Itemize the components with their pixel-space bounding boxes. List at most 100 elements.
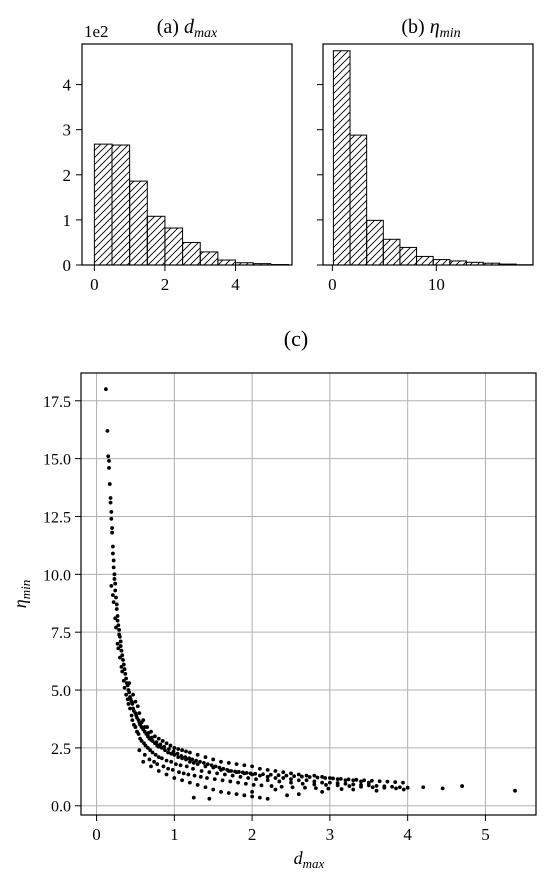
scatter-point-136 [153,752,158,757]
scatter-point-134 [148,748,153,753]
panel-b-frame [322,43,534,266]
scatter-point-3 [107,459,111,463]
scatter-point-73 [187,759,192,764]
scatter-point-35 [122,667,127,672]
scatter-point-266 [179,754,184,758]
scatter-point-273 [205,762,210,766]
scatter-point-202 [359,779,363,784]
scatter-point-145 [199,769,204,773]
scatter-point-253 [351,787,356,792]
scatter-point-75 [195,762,200,766]
scatter-point-154 [277,779,282,784]
x-tick-label-a: 0 [90,275,99,294]
scatter-point-189 [257,766,262,771]
scatter-point-185 [226,761,231,765]
scatter-point-132 [143,743,148,748]
scatter-point-212 [203,785,208,790]
panel-a-bars [93,143,289,266]
scatter-point-258 [146,730,151,735]
scatter-point-165 [127,681,132,685]
scatter-point-112 [115,641,120,646]
scatter-point-213 [211,787,216,792]
histogram-bar-b-6 [432,259,451,266]
scatter-point-287 [268,772,273,777]
scatter-point-167 [135,704,140,709]
scatter-point-231 [166,766,171,771]
scatter-point-219 [257,795,262,800]
histogram-bar-a-5 [182,241,201,266]
scatter-point-293 [315,775,320,780]
panel-a-title: (a) dmax [157,16,218,41]
x-tick-label-c: 4 [403,825,412,844]
y-tick-label-a: 4 [63,76,72,95]
x-tick-label-c: 1 [170,825,179,844]
scatter-point-103 [421,785,426,790]
scatter-point-239 [212,777,217,782]
scatter-point-247 [279,784,284,789]
scatter-point-16 [112,572,117,577]
scatter-point-110 [113,616,118,621]
scatter-point-294 [323,776,328,780]
scatter-point-126 [133,725,138,729]
panel-a-offset-text: 1e2 [84,22,109,41]
scatter-point-176 [172,745,177,750]
scatter-point-291 [299,774,304,779]
scatter-point-173 [160,739,165,743]
scatter-point-13 [110,551,115,556]
panel-a-frame [81,43,293,266]
scatter-point-235 [186,772,191,777]
scatter-point-113 [116,646,121,651]
scatter-point-120 [125,697,130,702]
scatter-point-9 [109,516,114,521]
y-tick-label-c: 2.5 [51,741,71,758]
scatter-point-197 [320,774,325,779]
scatter-point-260 [154,740,159,745]
scatter-point-263 [166,747,171,751]
scatter-point-74 [191,761,196,765]
scatter-point-117 [121,678,126,683]
scatter-point-171 [152,734,157,739]
scatter-point-85 [273,776,278,780]
scatter-point-223 [285,793,290,798]
scatter-point-155 [289,780,293,785]
scatter-point-271 [198,759,202,764]
scatter-point-133 [145,745,150,750]
scatter-point-140 [169,759,174,764]
scatter-point-280 [233,769,237,774]
scatter-point-98 [374,783,379,788]
scatter-point-10 [110,526,115,530]
scatter-point-108 [110,593,115,598]
scatter-point-18 [113,581,118,586]
scatter-point-226 [142,752,147,757]
scatter-point-45 [130,702,135,706]
scatter-point-284 [248,771,253,776]
scatter-point-237 [198,774,203,779]
scatter-point-138 [159,756,164,761]
histogram-bar-a-0 [93,143,113,266]
scatter-point-268 [187,756,192,761]
histogram-bar-a-1 [111,144,131,266]
scatter-point-36 [123,671,128,676]
scatter-point-288 [276,773,281,778]
x-tick-label-b: 0 [328,275,337,294]
scatter-point-142 [178,763,183,768]
scatter-point-135 [150,750,155,755]
scatter-point-276 [217,765,222,770]
scatter-point-267 [183,755,188,760]
scatter-point-249 [303,785,307,790]
scatter-point-162 [370,785,375,790]
scatter-point-143 [184,764,189,769]
scatter-point-192 [281,770,286,775]
y-tick-label-a: 3 [63,121,72,140]
scatter-point-254 [133,699,138,704]
scatter-point-146 [207,770,212,775]
scatter-point-180 [187,750,192,755]
scatter-point-104 [440,786,445,791]
scatter-point-101 [397,785,402,790]
scatter-point-190 [265,767,270,772]
scatter-point-115 [119,664,124,669]
scatter-point-215 [226,791,231,795]
scatter-point-107 [109,584,114,588]
scatter-point-37 [124,676,129,681]
